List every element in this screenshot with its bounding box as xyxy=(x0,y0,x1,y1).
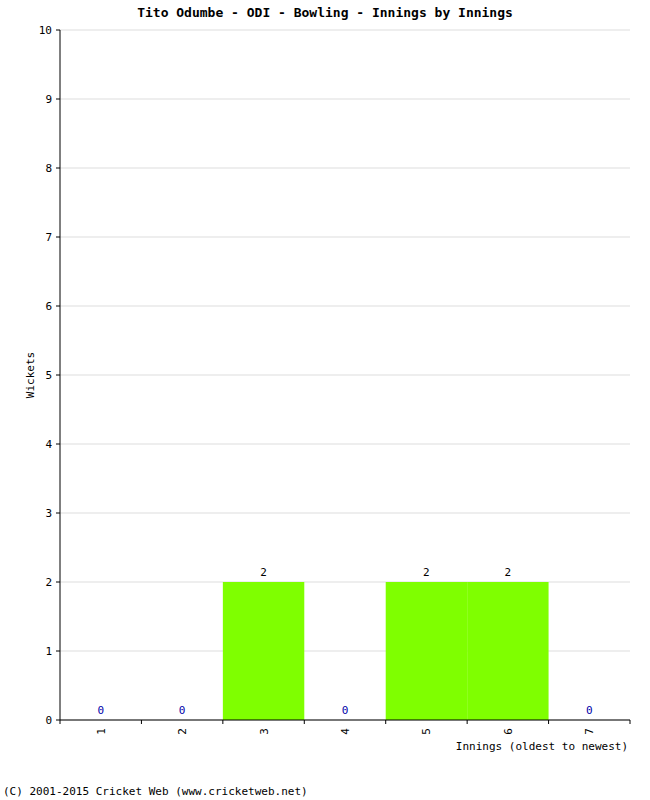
grid-line xyxy=(60,444,630,445)
y-tick-label: 9 xyxy=(45,93,52,106)
data-label: 2 xyxy=(423,566,430,579)
grid-line xyxy=(60,720,630,721)
y-tick-label: 4 xyxy=(45,438,52,451)
data-label: 2 xyxy=(505,566,512,579)
y-tick-label: 0 xyxy=(45,714,52,727)
y-tick-label: 7 xyxy=(45,231,52,244)
x-tick-label: 7 xyxy=(583,728,596,735)
x-tick-label: 1 xyxy=(95,728,108,735)
bars xyxy=(223,582,549,720)
y-tick xyxy=(56,444,60,445)
grid-line xyxy=(60,513,630,514)
data-label: 0 xyxy=(97,704,104,717)
title: Tito Odumbe - ODI - Bowling - Innings by… xyxy=(137,5,513,20)
x-tick xyxy=(630,720,631,724)
y-tick-label: 6 xyxy=(45,300,52,313)
y-tick xyxy=(56,513,60,514)
y-tick xyxy=(56,306,60,307)
data-label: 0 xyxy=(179,704,186,717)
y-tick xyxy=(56,99,60,100)
x-tick xyxy=(467,720,468,724)
y-tick-label: 10 xyxy=(39,24,52,37)
x-axis-label: Innings (oldest to newest) xyxy=(456,740,628,753)
bar xyxy=(223,582,304,720)
y-tick xyxy=(56,168,60,169)
bar xyxy=(386,582,467,720)
x-tick xyxy=(548,720,549,724)
x-tick-label: 5 xyxy=(420,728,433,735)
x-tick xyxy=(60,720,61,724)
credit: (C) 2001-2015 Cricket Web (www.cricketwe… xyxy=(3,785,308,798)
grid-line xyxy=(60,375,630,376)
y-axis xyxy=(60,30,61,720)
x-tick-label: 4 xyxy=(339,728,352,735)
x-tick-label: 3 xyxy=(258,728,271,735)
grid-line xyxy=(60,168,630,169)
x-tick xyxy=(304,720,305,724)
x-tick xyxy=(385,720,386,724)
x-axis xyxy=(60,720,630,721)
x-tick-label: 6 xyxy=(502,728,515,735)
data-label: 0 xyxy=(342,704,349,717)
y-tick xyxy=(56,651,60,652)
x-tick xyxy=(141,720,142,724)
y-axis-label: Wickets xyxy=(24,352,37,398)
y-tick-label: 2 xyxy=(45,576,52,589)
y-tick-label: 8 xyxy=(45,162,52,175)
y-tick xyxy=(56,720,60,721)
grid-line xyxy=(60,30,630,31)
x-tick xyxy=(222,720,223,724)
y-tick xyxy=(56,237,60,238)
y-tick-label: 5 xyxy=(45,369,52,382)
grid-line xyxy=(60,99,630,100)
background xyxy=(0,0,650,800)
x-tick-label: 2 xyxy=(176,728,189,735)
y-tick xyxy=(56,582,60,583)
grid-line xyxy=(60,306,630,307)
chart: 0 1 2 3 4 5 6 7 8 9 10 0 0 2 0 2 2 0 1 2 3 4 5 6 7 Tito Odumbe - … xyxy=(0,0,650,800)
y-tick xyxy=(56,375,60,376)
y-tick-label: 3 xyxy=(45,507,52,520)
data-label: 2 xyxy=(260,566,267,579)
grid-line xyxy=(60,237,630,238)
y-tick xyxy=(56,30,60,31)
bar xyxy=(467,582,548,720)
y-tick-label: 1 xyxy=(45,645,52,658)
data-label: 0 xyxy=(586,704,593,717)
